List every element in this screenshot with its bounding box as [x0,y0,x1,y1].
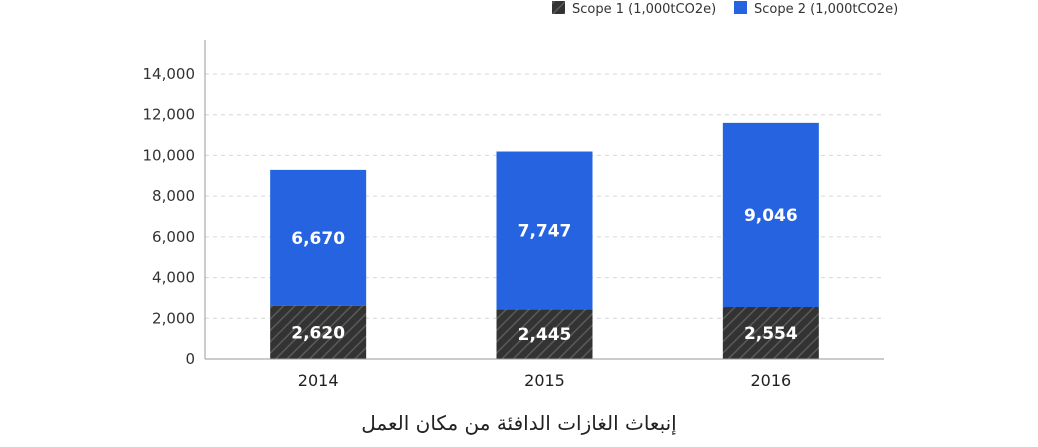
bar-segment [722,122,819,308]
legend-label: Scope 1 (1,000tCO2e) [572,2,716,17]
bar-segment [496,309,593,359]
y-tick-label: 2,000 [152,309,195,327]
bar-segment [270,305,367,359]
data-label: 2,445 [518,325,572,345]
y-tick-label: 8,000 [152,187,195,205]
y-tick-label: 10,000 [143,146,196,164]
legend: Scope 1 (1,000tCO2e) Scope 2 (1,000tCO2e) [552,1,898,17]
data-label: 2,554 [744,324,798,344]
data-label: 2,620 [291,323,345,343]
x-axis: 2014 2015 2016 [205,358,884,390]
y-tick-label: 4,000 [152,269,195,287]
x-tick-label: 2014 [298,371,339,390]
y-tick-label: 12,000 [143,106,196,124]
y-tick-label: 6,000 [152,228,195,246]
legend-swatch [552,1,565,14]
x-tick-label: 2016 [750,371,791,390]
y-tick-label: 0 [185,350,195,368]
legend-label: Scope 2 (1,000tCO2e) [754,2,898,17]
y-tick-label: 14,000 [143,65,196,83]
bar-segment [722,307,819,359]
bars: 2,620 6,670 2,445 7,747 2,554 9,046 [270,122,819,359]
data-label: 9,046 [744,206,798,226]
data-label: 7,747 [518,221,572,241]
x-tick-label: 2015 [524,371,565,390]
bar-segment [496,151,593,310]
chart-title: إنبعاث الغازات الدافئة من مكان العمل [361,411,676,436]
y-axis: 0 2,000 4,000 6,000 8,000 10,000 12,000 14,000 [143,40,206,368]
data-label: 6,670 [291,229,345,249]
bar-segment [270,169,367,306]
legend-swatch [734,1,747,14]
